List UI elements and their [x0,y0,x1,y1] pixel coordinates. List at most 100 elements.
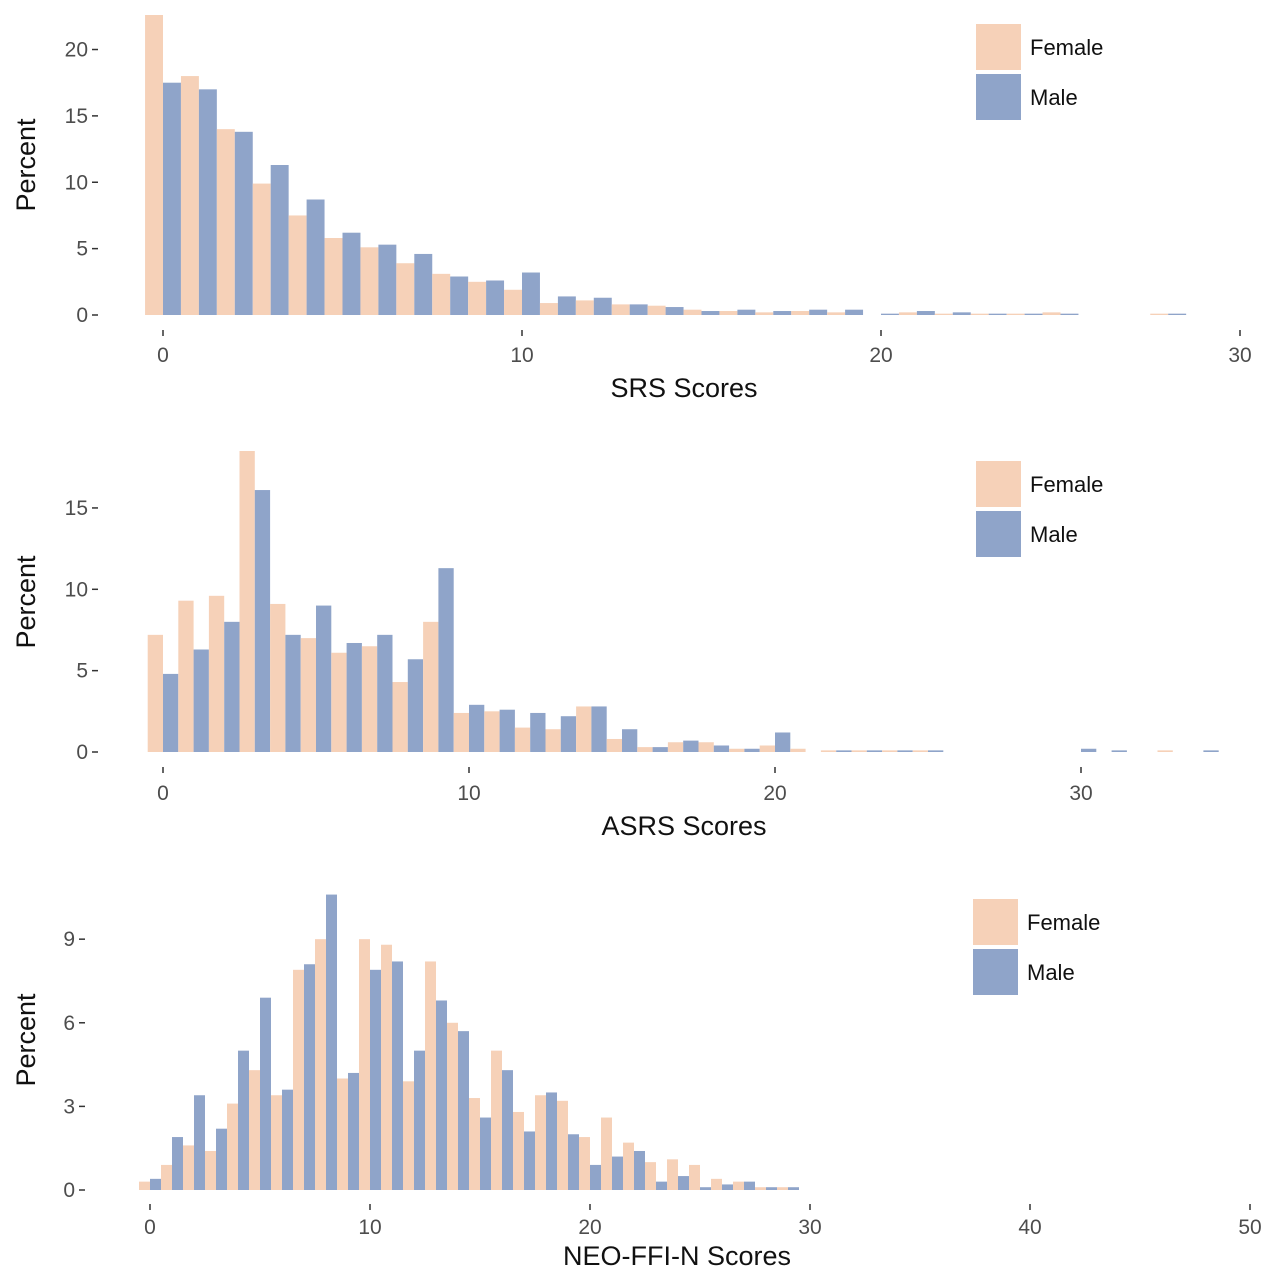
x-tick-label: 50 [1238,1216,1261,1239]
bar-female [545,729,561,752]
srs-chart-panel: 0 5 10 15 20 0 10 20 30 Percent SRS Scores Fema… [11,15,1252,403]
bar-female [667,742,684,752]
bar-male [744,748,760,752]
bar-male [234,131,253,315]
bar-female [611,304,630,315]
bar-female [667,1159,678,1190]
bar-male [713,745,730,752]
bar-female [575,300,594,315]
bar-male [1111,750,1127,752]
bar-male [773,311,792,315]
x-tick-label: 10 [510,344,533,367]
bar-male [414,1050,425,1190]
bar-male [304,964,315,1190]
srs-x-axis: 0 10 20 30 [157,330,1252,367]
bar-female [790,748,806,752]
bar-female [183,1145,194,1190]
neo-ffi-n-y-axis: 0 3 6 9 [63,928,85,1202]
bar-male [665,307,684,315]
bar-male [612,1156,623,1190]
bar-female [359,939,370,1190]
bar-male [560,716,577,752]
bar-male [897,750,913,752]
bar-male [683,740,699,752]
bar-female [934,313,953,315]
bar-female [447,1022,458,1190]
srs-x-axis-title: SRS Scores [610,373,757,403]
bar-male [282,1089,293,1190]
bar-female [453,712,469,752]
x-tick-label: 30 [1069,782,1092,805]
bar-female [689,1164,700,1190]
bar-female [392,682,408,752]
bar-male [260,997,271,1190]
bar-female [711,1178,722,1190]
bar-female [271,1095,282,1190]
bar-female [315,939,326,1190]
bar-male [194,1095,205,1190]
legend-label-female: Female [1027,910,1100,935]
bar-female [324,238,343,315]
asrs-x-axis-title: ASRS Scores [601,811,766,841]
bar-male [622,729,638,752]
bar-male [593,297,612,315]
bar-female [139,1181,150,1190]
bar-female [504,289,522,315]
legend-swatch-female [976,24,1021,70]
bar-male [150,1178,161,1190]
bar-female [683,309,702,315]
bar-female [239,451,255,752]
bar-female [145,15,163,315]
bar-male [163,673,179,752]
bar-female [396,263,415,315]
bar-female [208,595,225,752]
x-tick-label: 0 [157,344,169,367]
legend-label-male: Male [1027,960,1075,985]
bar-male [414,253,433,315]
bar-female [381,944,392,1190]
legend-label-female: Female [1030,472,1103,497]
bar-female [425,961,436,1190]
neo-ffi-n-x-axis: 0 10 20 30 40 50 [144,1204,1262,1239]
bar-female [898,312,917,315]
asrs-bars [147,451,1219,752]
bar-female [851,750,867,752]
bar-male [224,621,240,752]
bar-male [348,1072,359,1190]
bar-male [486,280,505,315]
neo-ffi-n-legend: Female Male [973,899,1100,995]
bar-male [436,1000,447,1190]
x-tick-label: 40 [1018,1216,1041,1239]
bar-female [300,638,316,752]
bar-female [403,1081,414,1190]
bar-female [468,281,487,315]
bar-female [606,738,622,752]
legend-label-male: Male [1030,85,1078,110]
bar-male [701,311,720,315]
x-tick-label: 10 [457,782,480,805]
bar-male [522,272,540,315]
bar-female [227,1103,238,1190]
bar-male [568,1134,579,1190]
bar-female [161,1164,172,1190]
legend-label-male: Male [1030,522,1078,547]
bar-female [180,76,199,315]
bar-female [755,312,774,315]
bar-female [601,1117,612,1190]
x-tick-label: 0 [144,1216,156,1239]
legend-swatch-male [973,949,1018,995]
bar-female [970,313,989,315]
y-tick-label: 3 [63,1095,75,1118]
bar-male [652,747,668,752]
bar-male [845,309,864,315]
bar-male [346,642,362,752]
legend-swatch-female [976,461,1021,507]
bar-male [836,750,852,752]
bar-female [645,1162,656,1190]
bar-male [744,1181,755,1190]
bar-female [539,303,558,315]
bar-male [316,605,332,752]
bar-male [450,276,469,315]
bar-male [988,313,1007,315]
bar-male [216,1128,227,1190]
